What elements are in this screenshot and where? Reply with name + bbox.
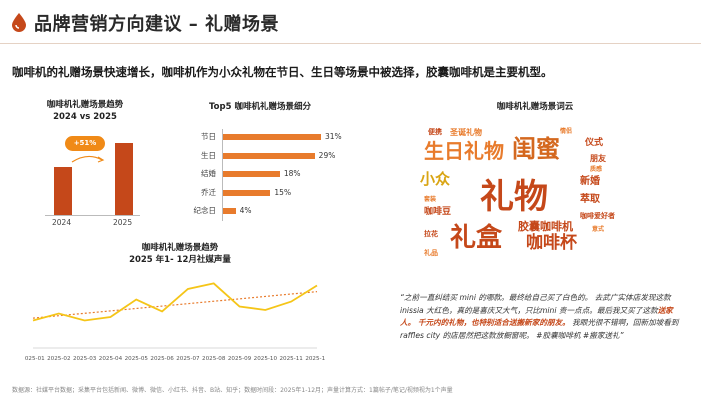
cloud-word: 意式: [592, 226, 605, 233]
top5-category-label: 结婚: [201, 169, 216, 178]
growth-arrow-icon: [71, 155, 105, 163]
top5-value-label: 18%: [283, 169, 301, 178]
trend-x-tick-label: 2025-10: [254, 356, 278, 362]
trend-line-chart: 2025-012025-022025-032025-042025-052025-…: [25, 282, 325, 362]
quote-highlight: 送家人。 千元内的礼物，也特别适合送搬新家的朋友。: [400, 305, 673, 328]
cloud-word: 拉花: [424, 230, 438, 238]
cloud-word: 新婚: [580, 176, 600, 187]
trend-x-tick-label: 2025-12: [305, 356, 325, 362]
top5-bar: [223, 189, 271, 196]
cloud-word: 胶囊咖啡机: [518, 220, 573, 233]
top5-category-label: 生日: [201, 150, 216, 160]
trend-title-line2: 2025 年1- 12月社媒声量: [129, 255, 231, 265]
cloud-title: 咖啡机礼赠场景词云: [496, 102, 574, 112]
trend-x-tick-label: 2025-09: [228, 356, 252, 362]
top5-value-label: 31%: [325, 132, 342, 141]
kpi-axis-line: [45, 215, 140, 216]
trend-x-tick-label: 2025-01: [25, 356, 45, 362]
kpi-title-line2: 2024 vs 2025: [53, 112, 117, 122]
kpi-bar-2024: [54, 167, 72, 215]
cloud-word: 套装: [424, 196, 437, 203]
cloud-word: 质感: [590, 166, 603, 173]
trend-x-tick-label: 2025-06: [150, 356, 174, 362]
kpi-title-line1: 咖啡机礼赠场景趋势: [46, 100, 124, 110]
top5-axis-line: [222, 129, 223, 221]
word-cloud: 礼物礼盒 闺蜜 生日礼物咖啡杯 小众胶囊咖啡机 新婚萃取 仪式朋友咖啡豆 圣诞礼物 便携拉花礼…: [410, 125, 660, 275]
kpi-category-label: 2025: [113, 218, 133, 227]
cloud-word: 情侣: [560, 128, 573, 135]
cloud-word: 咖啡爱好者: [580, 212, 615, 220]
volume-series-line: [32, 282, 318, 322]
drop-icon: [12, 13, 26, 32]
top5-value-label: 4%: [239, 206, 252, 215]
trend-line: [32, 291, 318, 319]
trend-title: 咖啡机礼赠场景趋势 2025 年1- 12月社媒声量: [110, 242, 250, 266]
top5-bar: [223, 171, 280, 177]
cloud-word: 生日礼物: [424, 139, 504, 163]
top5-value-label: 15%: [274, 187, 292, 197]
header-divider: [0, 43, 701, 44]
cloud-word: 礼盒: [450, 223, 503, 253]
kpi-title: 咖啡机礼赠场景趋势 2024 vs 2025: [30, 99, 140, 123]
top5-category-label: 纪念日: [193, 206, 217, 215]
cloud-word: 咖啡杯: [526, 233, 577, 253]
cloud-word: 咖啡豆: [424, 207, 452, 217]
cloud-word: 闺蜜: [512, 135, 560, 163]
cloud-word: 便携: [428, 128, 442, 136]
page-subtitle: 咖啡机的礼赠场景快速增长，咖啡机作为小众礼物在节日、生日等场景中被选择，胶囊咖啡…: [12, 65, 553, 79]
quote-text-1: “之前一直纠结买 mini 的哪款。最终给自己买了白色的。 去武广实体店发现这款…: [400, 293, 671, 315]
top5-category-label: 节日: [201, 132, 216, 141]
trend-x-tick-label: 2025-02: [47, 356, 70, 362]
top5-value-label: 29%: [318, 150, 336, 160]
cloud-word: 萃取: [580, 194, 600, 205]
kpi-bar-2025: [115, 143, 133, 215]
cloud-word: 朋友: [590, 154, 606, 163]
trend-x-tick-label: 2025-03: [73, 356, 97, 362]
top5-bar: [223, 208, 236, 214]
cloud-word: 礼物: [480, 177, 548, 217]
trend-x-tick-label: 2025-04: [99, 356, 123, 362]
top5-bar: [223, 134, 321, 140]
kpi-category-label: 2024: [52, 218, 72, 227]
trend-x-tick-label: 2025-11: [279, 356, 303, 362]
top5-title: Top5 咖啡机礼赠场景细分: [209, 102, 311, 112]
user-quote: “之前一直纠结买 mini 的哪款。最终给自己买了白色的。 去武广实体店发现这款…: [400, 292, 685, 342]
cloud-word: 圣诞礼物: [450, 128, 482, 137]
cloud-word: 仪式: [585, 138, 604, 148]
growth-badge: +51%: [65, 136, 105, 151]
cloud-word: 礼品: [424, 249, 438, 257]
trend-x-tick-label: 2025-05: [125, 356, 149, 362]
trend-x-tick-label: 2025-07: [176, 356, 200, 362]
cloud-word: 小众: [420, 170, 451, 188]
top5-bar: [223, 152, 315, 159]
trend-x-tick-label: 2025-08: [202, 356, 226, 362]
quote-text-2: 我眼光很不错啊，回新加坡看到 raffles city 的店居然把这款放橱窗呢。…: [400, 318, 679, 340]
trend-title-line1: 咖啡机礼赠场景趋势: [141, 243, 219, 253]
page-title: 品牌营销方向建议 – 礼赠场景: [34, 14, 280, 35]
top5-category-label: 乔迁: [201, 187, 216, 197]
data-source-footer: 数据源：社媒平台数据；采集平台包括新闻、微博、微信、小红书、抖音、B站、知乎；数…: [12, 387, 453, 394]
